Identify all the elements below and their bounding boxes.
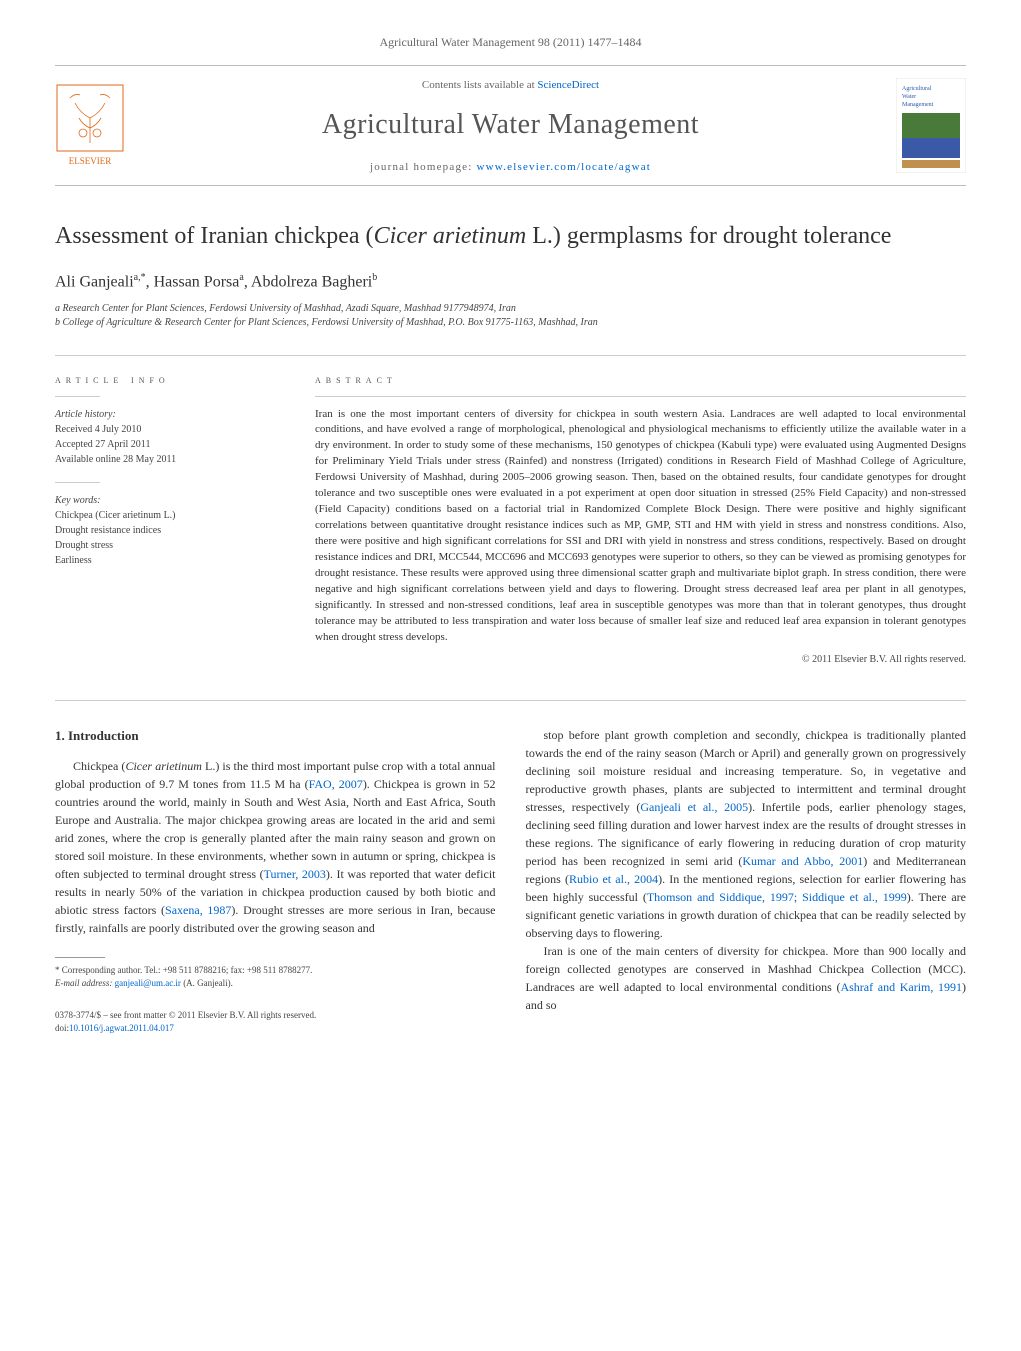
info-abstract-row: ARTICLE INFO Article history: Received 4… (55, 374, 966, 665)
affiliation-b: b College of Agriculture & Research Cent… (55, 316, 966, 330)
corresponding-author-note: * Corresponding author. Tel.: +98 511 87… (55, 964, 496, 977)
body-columns: 1. Introduction Chickpea (Cicer arietinu… (55, 726, 966, 1035)
journal-name: Agricultural Water Management (140, 109, 881, 141)
svg-text:Management: Management (902, 102, 934, 108)
homepage-line: journal homepage: www.elsevier.com/locat… (140, 161, 881, 173)
article-info-column: ARTICLE INFO Article history: Received 4… (55, 374, 285, 665)
elsevier-logo: ELSEVIER (55, 83, 125, 168)
keyword-item: Drought stress (55, 538, 285, 553)
intro-paragraph-2: stop before plant growth completion and … (526, 726, 967, 942)
section-divider (55, 396, 100, 397)
article-info-label: ARTICLE INFO (55, 374, 285, 386)
keyword-item: Earliness (55, 553, 285, 568)
sciencedirect-link[interactable]: ScienceDirect (537, 79, 599, 91)
homepage-prefix: journal homepage: (370, 161, 477, 173)
email-suffix: (A. Ganjeali). (181, 978, 233, 988)
footnotes: * Corresponding author. Tel.: +98 511 87… (55, 964, 496, 989)
svg-text:Agricultural: Agricultural (902, 86, 932, 92)
article-history-block: Article history: Received 4 July 2010 Ac… (55, 407, 285, 467)
abstract-label: ABSTRACT (315, 374, 966, 386)
article-title: Assessment of Iranian chickpea (Cicer ar… (55, 221, 966, 252)
keywords-label: Key words: (55, 493, 285, 508)
section-divider (55, 482, 100, 483)
header-center: Contents lists available at ScienceDirec… (140, 79, 881, 173)
affiliation-a: a Research Center for Plant Sciences, Fe… (55, 302, 966, 316)
email-label: E-mail address: (55, 978, 115, 988)
elsevier-brand-text: ELSEVIER (69, 156, 112, 166)
journal-cover-thumbnail: Agricultural Water Management (896, 78, 966, 173)
abstract-text: Iran is one the most important centers o… (315, 407, 966, 646)
body-column-left: 1. Introduction Chickpea (Cicer arietinu… (55, 726, 496, 1035)
abstract-copyright: © 2011 Elsevier B.V. All rights reserved… (315, 654, 966, 665)
svg-text:Water: Water (902, 94, 916, 100)
section-divider (315, 396, 966, 397)
footnote-divider (55, 957, 105, 958)
contents-available-line: Contents lists available at ScienceDirec… (140, 79, 881, 91)
divider (55, 355, 966, 356)
intro-paragraph-1: Chickpea (Cicer arietinum L.) is the thi… (55, 757, 496, 937)
introduction-heading: 1. Introduction (55, 726, 496, 746)
issn-line: 0378-3774/$ – see front matter © 2011 El… (55, 1009, 496, 1022)
history-label: Article history: (55, 407, 285, 422)
history-received: Received 4 July 2010 (55, 422, 285, 437)
keywords-block: Key words: Chickpea (Cicer arietinum L.)… (55, 493, 285, 568)
history-online: Available online 28 May 2011 (55, 452, 285, 467)
homepage-link[interactable]: www.elsevier.com/locate/agwat (476, 161, 651, 173)
author-list: Ali Ganjealia,*, Hassan Porsaa, Abdolrez… (55, 272, 966, 291)
affiliations: a Research Center for Plant Sciences, Fe… (55, 302, 966, 330)
history-accepted: Accepted 27 April 2011 (55, 437, 285, 452)
contents-prefix: Contents lists available at (422, 79, 537, 91)
journal-reference: Agricultural Water Management 98 (2011) … (55, 35, 966, 50)
keyword-item: Chickpea (Cicer arietinum L.) (55, 508, 285, 523)
email-line: E-mail address: ganjeali@um.ac.ir (A. Ga… (55, 977, 496, 990)
doi-line: doi:10.1016/j.agwat.2011.04.017 (55, 1022, 496, 1035)
abstract-column: ABSTRACT Iran is one the most important … (315, 374, 966, 665)
keyword-item: Drought resistance indices (55, 523, 285, 538)
doi-link[interactable]: 10.1016/j.agwat.2011.04.017 (69, 1023, 174, 1033)
footer-left: 0378-3774/$ – see front matter © 2011 El… (55, 1009, 496, 1034)
doi-label: doi: (55, 1023, 69, 1033)
corresponding-email-link[interactable]: ganjeali@um.ac.ir (115, 978, 181, 988)
journal-header: ELSEVIER Contents lists available at Sci… (55, 65, 966, 186)
body-column-right: stop before plant growth completion and … (526, 726, 967, 1035)
main-divider (55, 700, 966, 701)
intro-paragraph-3: Iran is one of the main centers of diver… (526, 942, 967, 1014)
